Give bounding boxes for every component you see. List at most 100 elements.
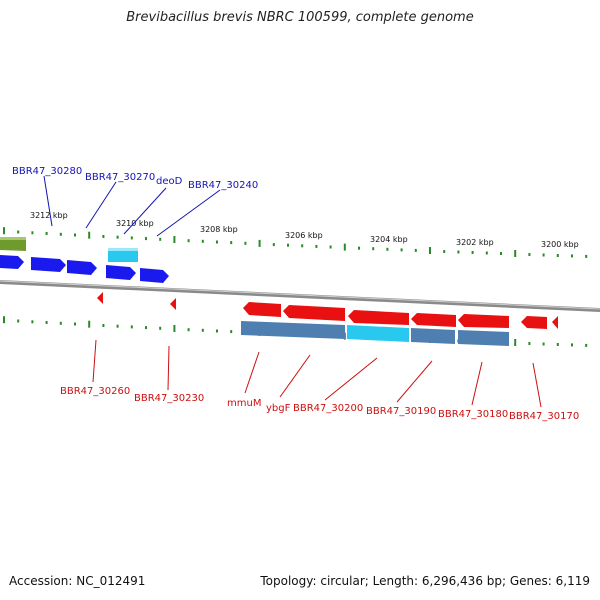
gene-label-BBR47_30170[interactable]: BBR47_30170 <box>509 411 579 422</box>
minor-tick <box>400 248 403 252</box>
cds-bar-highlight[interactable] <box>347 325 409 342</box>
gene-label-BBR47_30240[interactable]: BBR47_30240 <box>188 180 258 191</box>
minor-tick <box>585 254 588 258</box>
major-tick <box>88 231 91 239</box>
callout-line-30170 <box>532 362 542 408</box>
gene-label-BBR47_30260[interactable]: BBR47_30260 <box>60 386 130 397</box>
minor-tick <box>45 321 48 324</box>
gene-30170[interactable] <box>521 316 547 329</box>
gene-label-BBR47_30190[interactable]: BBR47_30190 <box>366 406 436 417</box>
minor-tick <box>230 330 233 334</box>
gene-label-ybgF[interactable]: ybgF <box>266 403 291 414</box>
minor-tick <box>528 253 531 256</box>
gene-marker-30230[interactable] <box>170 298 176 310</box>
major-tick <box>88 320 91 328</box>
minor-tick <box>17 230 20 234</box>
cds-bar-1[interactable] <box>241 321 345 339</box>
minor-tick <box>159 326 162 330</box>
callout-line-30200 <box>324 357 378 401</box>
minor-tick <box>528 342 531 345</box>
gene-label-BBR47_30280[interactable]: BBR47_30280 <box>12 166 82 177</box>
minor-tick <box>145 326 147 330</box>
minor-tick <box>485 251 488 255</box>
minor-tick <box>187 239 190 243</box>
minor-tick <box>272 243 275 247</box>
gene-forward-5[interactable] <box>140 268 169 283</box>
genome-title: Brevibacillus brevis NBRC 100599, comple… <box>126 10 474 25</box>
minor-tick <box>542 342 545 346</box>
callout-line-30180 <box>471 361 483 406</box>
minor-tick <box>216 329 218 333</box>
minor-tick <box>571 254 573 258</box>
gene-label-BBR47_30230[interactable]: BBR47_30230 <box>134 393 204 404</box>
minor-tick <box>74 322 76 326</box>
gene-marker-30260[interactable] <box>97 292 103 304</box>
minor-tick <box>74 233 76 237</box>
major-tick <box>343 243 346 251</box>
genome-backbone <box>0 280 600 312</box>
gene-deoD-shine <box>108 248 138 251</box>
cds-bar-3[interactable] <box>458 330 509 346</box>
gene-30190[interactable] <box>411 313 456 327</box>
gene-forward-3[interactable] <box>67 260 97 275</box>
gene-ybgF[interactable] <box>283 305 345 321</box>
gene-forward-1[interactable] <box>0 255 24 269</box>
minor-tick <box>159 237 162 241</box>
gene-label-BBR47_30180[interactable]: BBR47_30180 <box>438 409 508 420</box>
gene-mmuM[interactable] <box>243 302 281 317</box>
scale-label-3202: 3202 kbp <box>456 238 494 247</box>
minor-tick <box>216 240 218 244</box>
accession-text: Accession: NC_012491 <box>9 574 146 588</box>
upper-tick-row <box>3 227 588 258</box>
minor-tick <box>500 252 502 255</box>
scale-label-3208: 3208 kbp <box>200 225 238 234</box>
minor-tick <box>471 251 474 254</box>
minor-tick <box>31 231 34 235</box>
gene-olive[interactable] <box>0 237 26 251</box>
gene-label-mmuM[interactable]: mmuM <box>227 398 261 409</box>
gene-30200[interactable] <box>348 310 409 325</box>
minor-tick <box>287 243 289 247</box>
minor-tick <box>59 232 62 236</box>
callout-line-30280 <box>43 175 53 227</box>
gene-label-BBR47_30200[interactable]: BBR47_30200 <box>293 403 363 414</box>
minor-tick <box>244 241 247 245</box>
minor-tick <box>102 235 105 238</box>
callout-line-30190 <box>396 360 433 403</box>
minor-tick <box>201 239 204 243</box>
major-tick <box>3 227 5 235</box>
minor-tick <box>201 328 204 332</box>
gene-olive-shine <box>0 237 26 240</box>
scale-label-3212: 3212 kbp <box>30 211 68 220</box>
gene-deoD-highlight[interactable] <box>108 248 138 262</box>
minor-tick <box>542 253 545 257</box>
minor-tick <box>443 250 446 253</box>
callout-line-ybgF <box>279 354 311 398</box>
minor-tick <box>585 343 588 347</box>
minor-tick <box>386 247 389 251</box>
callout-line-mmuM <box>244 351 260 394</box>
callout-line-30260 <box>92 339 97 383</box>
scale-label-3200: 3200 kbp <box>541 240 579 249</box>
minor-tick <box>230 241 233 245</box>
callout-line-deoD <box>123 187 167 235</box>
minor-tick <box>414 248 417 252</box>
gene-marker-right[interactable] <box>552 316 558 329</box>
genome-summary-text: Topology: circular; Length: 6,296,436 bp… <box>260 574 590 588</box>
major-tick <box>173 325 176 332</box>
callout-line-30230 <box>167 345 170 391</box>
gene-30180[interactable] <box>458 314 509 328</box>
major-tick <box>3 316 5 324</box>
gene-forward-4[interactable] <box>106 265 136 280</box>
gene-forward-2[interactable] <box>31 257 66 272</box>
minor-tick <box>130 325 133 329</box>
cds-bar-2[interactable] <box>411 328 455 344</box>
gene-label-BBR47_30270[interactable]: BBR47_30270 <box>85 172 155 183</box>
minor-tick <box>116 235 119 239</box>
gene-label-deoD[interactable]: deoD <box>156 176 183 187</box>
minor-tick <box>372 247 375 251</box>
minor-tick <box>31 320 34 324</box>
minor-tick <box>130 236 133 240</box>
minor-tick <box>116 324 119 328</box>
minor-tick <box>301 244 304 248</box>
